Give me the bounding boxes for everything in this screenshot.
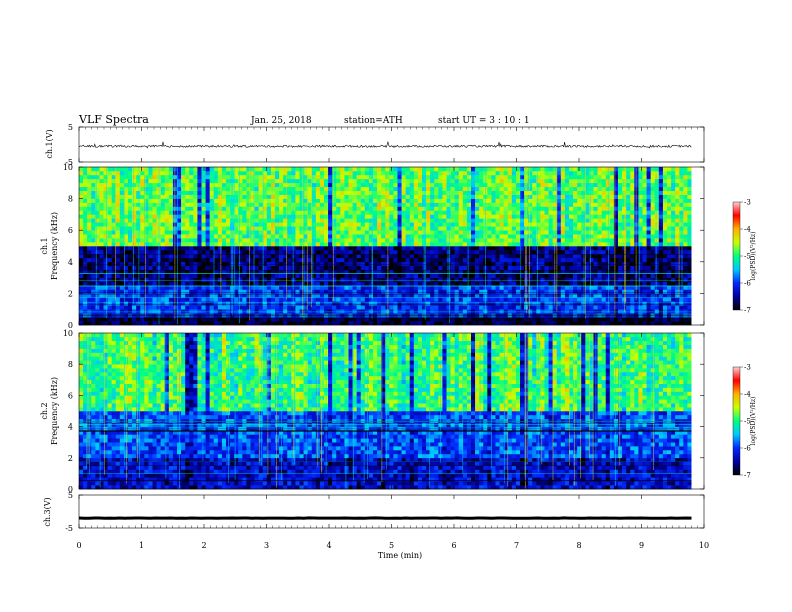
- colorbar-tick-label: -3: [744, 364, 751, 372]
- y-tick-label: 10: [63, 163, 73, 172]
- y-tick-label: 8: [68, 195, 73, 204]
- figure-title: VLF Spectra: [78, 113, 149, 126]
- x-tick-label: 8: [576, 541, 581, 550]
- colorbar-tick-label: -5: [744, 253, 751, 261]
- ch2-colorbar-label: log(PSD)(V²/Hz): [750, 397, 757, 446]
- y-tick-label: 2: [68, 289, 73, 298]
- x-tick-label: 0: [76, 541, 81, 550]
- colorbar-tick-label: -7: [744, 307, 751, 315]
- x-tick-label: 2: [201, 541, 206, 550]
- ch3-waveform-ylabel: ch.3(V): [43, 497, 52, 526]
- date-label: Jan. 25, 2018: [250, 116, 312, 126]
- y-tick-label: 6: [68, 226, 73, 235]
- y-tick-label: 2: [68, 454, 73, 463]
- ch1-spectrogram-ylabel: Frequency (kHz): [50, 212, 59, 280]
- x-tick-label: 7: [514, 541, 519, 550]
- colorbar-tick-label: -5: [744, 418, 751, 426]
- colorbar-tick-label: -7: [744, 472, 751, 480]
- colorbar-tick-label: -6: [744, 445, 751, 453]
- ch2-spectrogram: [79, 333, 704, 490]
- x-axis-label: Time (min): [378, 551, 422, 560]
- ch1-colorbar: -3 -4 -5 -6 -7: [732, 199, 751, 315]
- ch2-spectrogram-channel-label: ch.2: [40, 402, 49, 419]
- x-tick-label: 6: [451, 541, 456, 550]
- start-ut-label: start UT = 3 : 10 : 1: [438, 116, 530, 126]
- y-tick-label: 8: [68, 360, 73, 369]
- y-tick-label: -5: [65, 524, 73, 533]
- colorbar-tick-label: -6: [744, 280, 751, 288]
- x-tick-label: 5: [389, 541, 394, 550]
- y-tick-label: 5: [68, 491, 73, 500]
- x-tick-label: 1: [139, 541, 144, 550]
- x-tick-label: 10: [699, 541, 709, 550]
- ch2-colorbar: -3 -4 -5 -6 -7: [732, 364, 751, 480]
- y-tick-label: 10: [63, 329, 73, 338]
- y-tick-label: 0: [68, 485, 73, 494]
- ch3-waveform-frame: [78, 494, 705, 529]
- y-tick-label: 4: [68, 423, 73, 432]
- station-label: station=ATH: [344, 116, 403, 126]
- ch1-waveform-frame: [78, 126, 705, 163]
- x-tick-label: 9: [639, 541, 644, 550]
- y-tick-label: 0: [68, 321, 73, 330]
- y-tick-label: 4: [68, 258, 73, 267]
- x-tick-label: 4: [326, 541, 331, 550]
- ch2-spectrogram-ylabel: Frequency (kHz): [50, 377, 59, 445]
- y-tick-label: 5: [68, 123, 73, 132]
- colorbar-tick-label: -3: [744, 199, 751, 207]
- ch1-colorbar-label: log(PSD)(V²/Hz): [750, 232, 757, 281]
- ch1-waveform-line: [78, 141, 692, 149]
- colorbar-tick-label: -4: [744, 391, 751, 399]
- colorbar-tick-label: -4: [744, 226, 751, 234]
- ch1-waveform-ylabel: ch.1(V): [45, 129, 54, 158]
- x-tick-label: 3: [264, 541, 269, 550]
- ch1-spectrogram: [79, 167, 704, 326]
- ch1-spectrogram-channel-label: ch.1: [40, 237, 49, 254]
- y-tick-label: -5: [65, 158, 73, 167]
- y-tick-label: 6: [68, 391, 73, 400]
